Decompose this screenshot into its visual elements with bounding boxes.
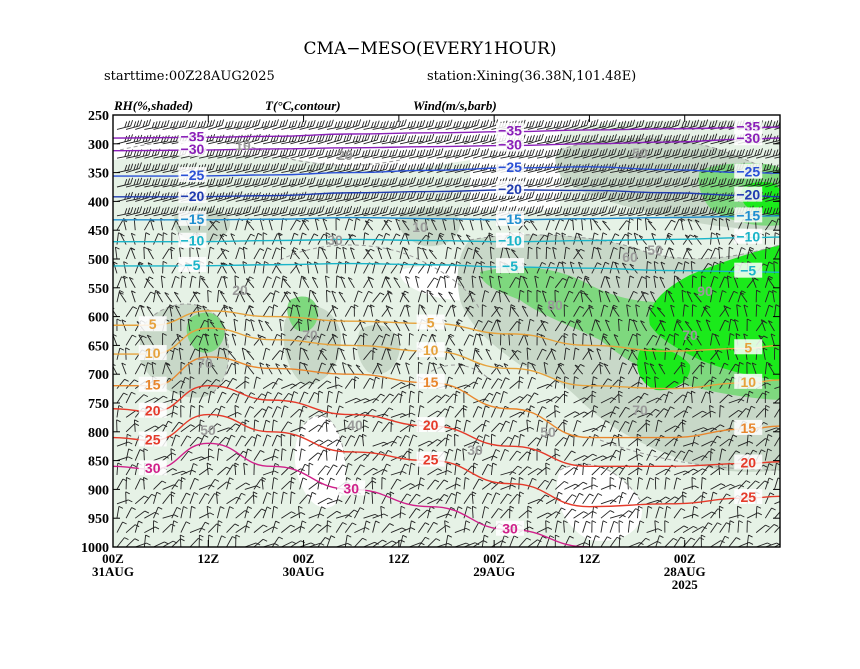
chart-title: CMA−MESO(EVERY1HOUR) (304, 39, 557, 59)
wind-barb-staff (391, 420, 392, 432)
wind-barb-staff (674, 276, 675, 288)
wind-barb-staff (720, 405, 721, 417)
wind-barb-staff (711, 449, 712, 461)
wind-barb-staff (354, 377, 355, 389)
wind-header: Wind(m/s,barb) (413, 98, 497, 113)
wind-barb-staff (646, 276, 647, 288)
wind-barb-staff (171, 492, 172, 504)
wind-barb-staff (418, 391, 419, 403)
wind-barb-staff (619, 391, 620, 403)
starttime-label: starttime:00Z28AUG2025 (104, 69, 275, 84)
temperature-header: T(°C,contour) (265, 98, 341, 113)
wind-barb-staff (555, 405, 556, 417)
wind-barb-staff (583, 333, 584, 345)
station-label: station:Xining(36.38N,101.48E) (427, 69, 636, 84)
wind-barb-staff (528, 247, 529, 259)
wind-barb-staff (373, 348, 374, 360)
wind-barb-staff (181, 477, 182, 489)
wind-barb-staff (326, 290, 327, 302)
wind-barb-staff (683, 492, 684, 504)
rh-header: RH(%,shaded) (113, 98, 193, 113)
wind-barb-staff (171, 319, 172, 331)
wind-barb-staff (418, 247, 419, 259)
wind-barb-staff (409, 377, 410, 389)
plot-area: −35−35−35−30−30−30−25−25−25−20−20−20−15−… (110, 119, 790, 547)
wind-barb-staff (144, 449, 145, 461)
wind-barb-staff (208, 290, 209, 302)
wind-barb-staff (692, 276, 693, 288)
wind-barb-staff (144, 247, 145, 259)
wind-barb-staff (646, 420, 647, 432)
